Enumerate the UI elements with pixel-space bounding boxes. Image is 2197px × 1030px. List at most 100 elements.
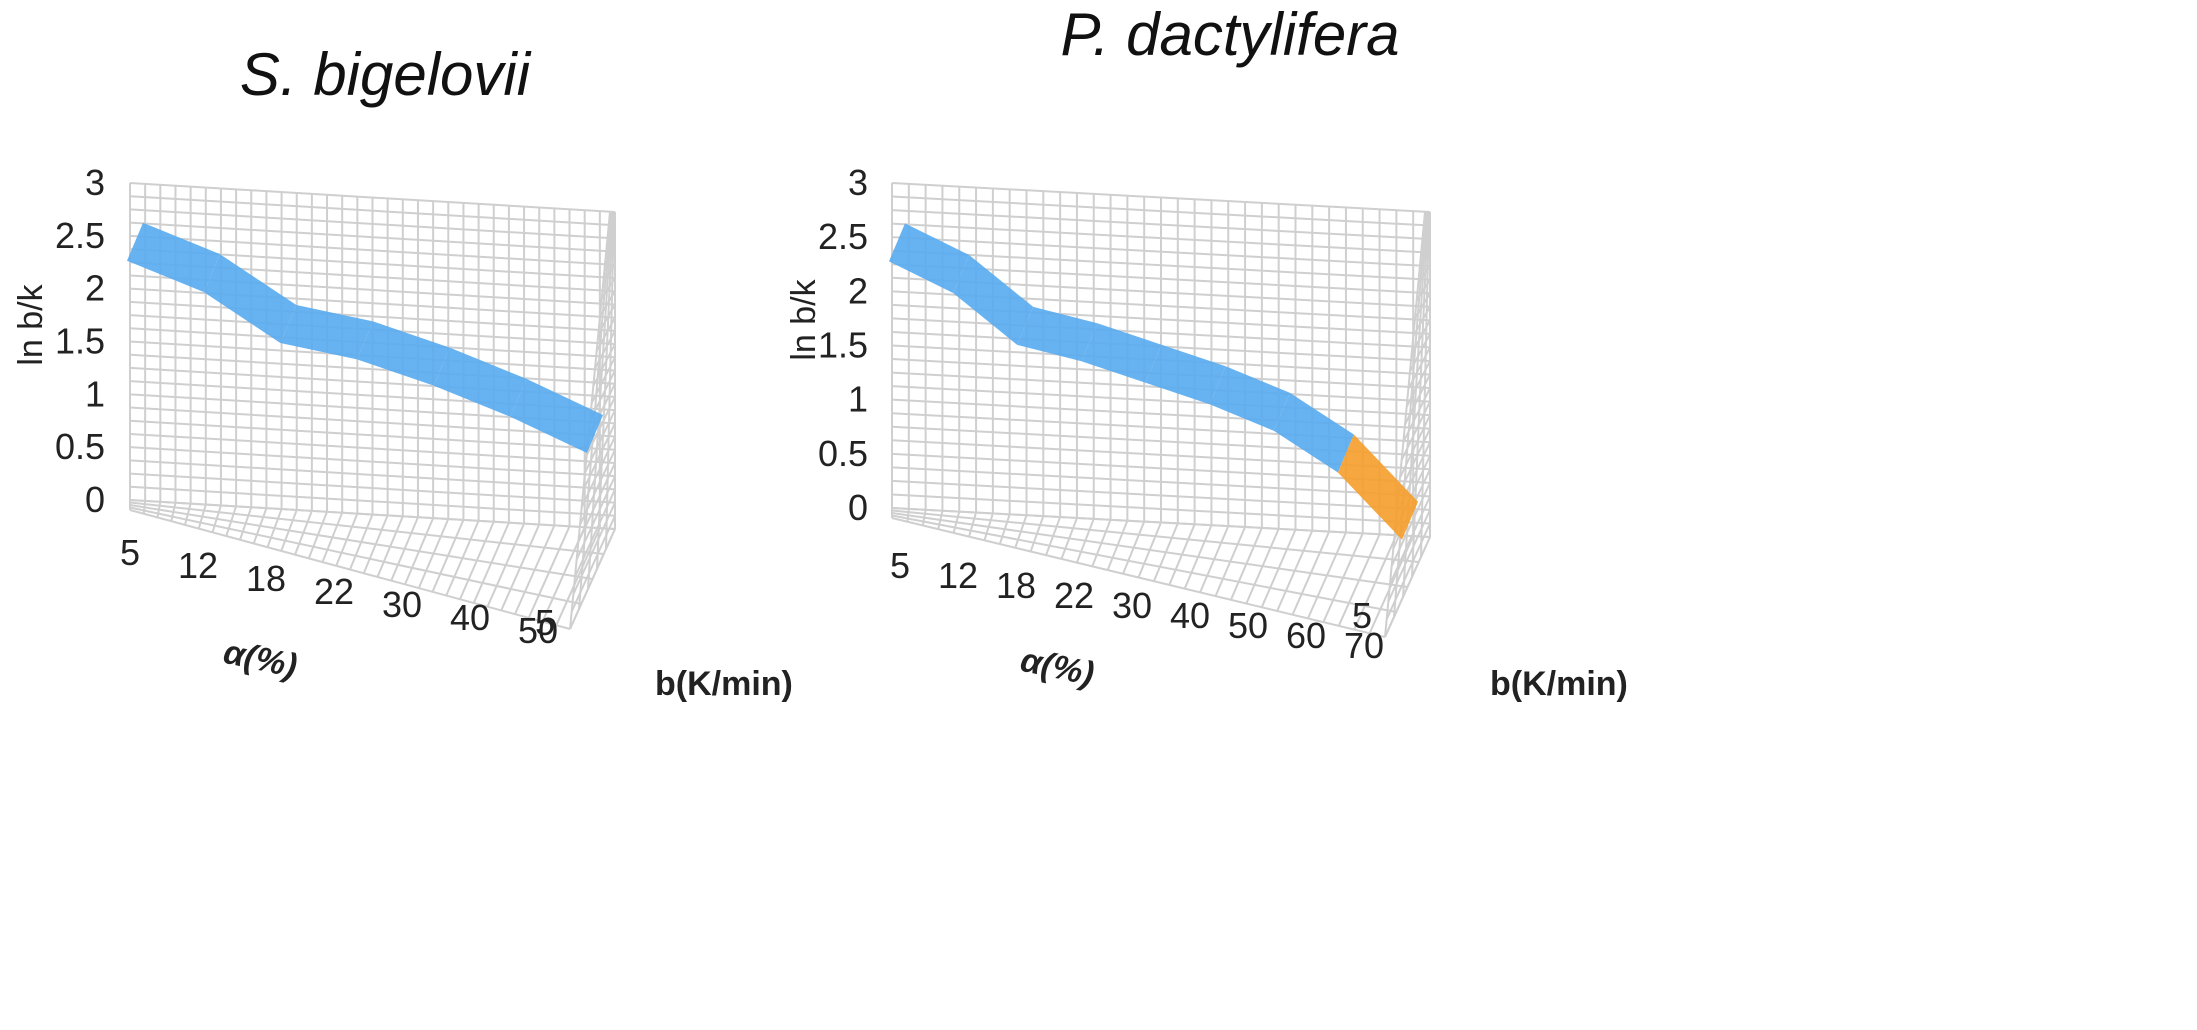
- grid-line: [1407, 346, 1431, 390]
- grid-line: [891, 209, 1431, 241]
- grid-line: [129, 353, 616, 385]
- grid-line: [1422, 224, 1431, 231]
- grid-line: [1420, 238, 1431, 249]
- grid-line: [572, 502, 616, 595]
- surface-patch: [127, 222, 220, 292]
- grid-line: [1404, 374, 1431, 425]
- grid-line: [594, 330, 616, 369]
- grid-line: [129, 432, 616, 464]
- grid-line: [1417, 265, 1431, 284]
- grid-line: [129, 300, 616, 332]
- x-tick-label: 18: [246, 558, 286, 599]
- grid-line: [607, 224, 616, 231]
- grid-line: [1397, 428, 1431, 496]
- grid-line: [891, 452, 1431, 484]
- surface-patch: [953, 254, 1034, 345]
- grid-line: [129, 182, 616, 213]
- grid-line: [129, 501, 604, 555]
- grid-line: [891, 236, 1431, 268]
- grid-line: [891, 317, 1431, 349]
- y-tick-label: 5: [1352, 595, 1372, 636]
- x-tick-label: 70: [1344, 625, 1384, 666]
- grid-line: [1390, 482, 1431, 567]
- grid-line: [1414, 292, 1431, 319]
- grid-line: [129, 485, 616, 517]
- grid-line: [891, 195, 1431, 227]
- grid-line: [129, 419, 616, 451]
- grid-line: [129, 208, 616, 240]
- y-axis-label: b(K/min): [1490, 665, 1628, 703]
- chart-panel-0: [127, 182, 616, 630]
- surface-patch: [357, 321, 450, 386]
- grid-line: [129, 504, 593, 580]
- z-tick-label: 0.5: [55, 426, 105, 467]
- z-tick-label: 1.5: [818, 325, 868, 366]
- y-tick-label: 5: [535, 602, 555, 643]
- x-tick-label: 40: [450, 597, 490, 638]
- z-tick-label: 2: [848, 270, 868, 311]
- grid-line: [599, 290, 616, 317]
- grid-line: [1387, 509, 1431, 602]
- z-tick-label: 2.5: [55, 215, 105, 256]
- grid-line: [1399, 414, 1431, 479]
- grid-line: [597, 303, 616, 335]
- grid-line: [1419, 252, 1431, 266]
- z-tick-label: 0: [848, 487, 868, 528]
- grid-line: [129, 459, 616, 491]
- z-tick-label: 2.5: [818, 216, 868, 257]
- x-tick-label: 5: [890, 545, 910, 586]
- chart-title: P. dactylifera: [1060, 1, 1399, 68]
- z-tick-label: 0.5: [818, 433, 868, 474]
- grid-line: [604, 251, 616, 265]
- surface-patch: [1337, 434, 1418, 540]
- grid-line: [1410, 319, 1431, 355]
- surface-patch: [889, 223, 970, 293]
- grid-line: [129, 506, 582, 605]
- x-tick-label: 30: [382, 584, 422, 625]
- z-tick-label: 2: [85, 268, 105, 309]
- surface-patch: [510, 378, 603, 453]
- z-axis-label: ln b/k: [785, 278, 823, 360]
- grid-line: [1400, 401, 1431, 461]
- grid-line: [891, 479, 1431, 511]
- y-axis-label: b(K/min): [655, 665, 793, 703]
- grid-line: [891, 182, 1431, 213]
- grid-line: [891, 509, 1419, 563]
- grid-line: [891, 514, 1397, 613]
- x-tick-label: 12: [938, 555, 978, 596]
- x-tick-label: 50: [518, 610, 558, 651]
- x-axis-label: α(%): [1017, 641, 1097, 694]
- z-tick-label: 1.5: [55, 321, 105, 362]
- x-tick-label: 12: [178, 545, 218, 586]
- z-tick-label: 3: [848, 162, 868, 203]
- grid-line: [891, 507, 1431, 538]
- grid-line: [600, 277, 616, 300]
- grid-line: [1405, 360, 1431, 408]
- grid-line: [891, 385, 1431, 417]
- grid-line: [129, 234, 616, 266]
- x-tick-label: 60: [1286, 615, 1326, 656]
- grid-line: [570, 515, 616, 613]
- grid-line: [580, 436, 616, 508]
- surface-patch: [280, 305, 373, 360]
- grid-line: [585, 396, 616, 456]
- grid-line: [891, 466, 1431, 498]
- surface-patch: [1273, 392, 1354, 473]
- grid-line: [891, 222, 1431, 254]
- grid-line: [605, 237, 616, 248]
- grid-line: [891, 398, 1431, 430]
- x-tick-label: 18: [996, 565, 1036, 606]
- grid-line: [592, 343, 616, 387]
- x-tick-label: 30: [1112, 585, 1152, 626]
- surface-patch: [1017, 306, 1098, 362]
- grid-line: [1409, 333, 1431, 372]
- grid-line: [1402, 387, 1431, 443]
- surface-patch: [203, 254, 297, 343]
- grid-line: [129, 509, 571, 630]
- grid-line: [584, 409, 616, 474]
- grid-line: [602, 264, 616, 283]
- grid-line: [129, 499, 616, 530]
- z-tick-label: 0: [85, 479, 105, 520]
- grid-line: [595, 317, 616, 352]
